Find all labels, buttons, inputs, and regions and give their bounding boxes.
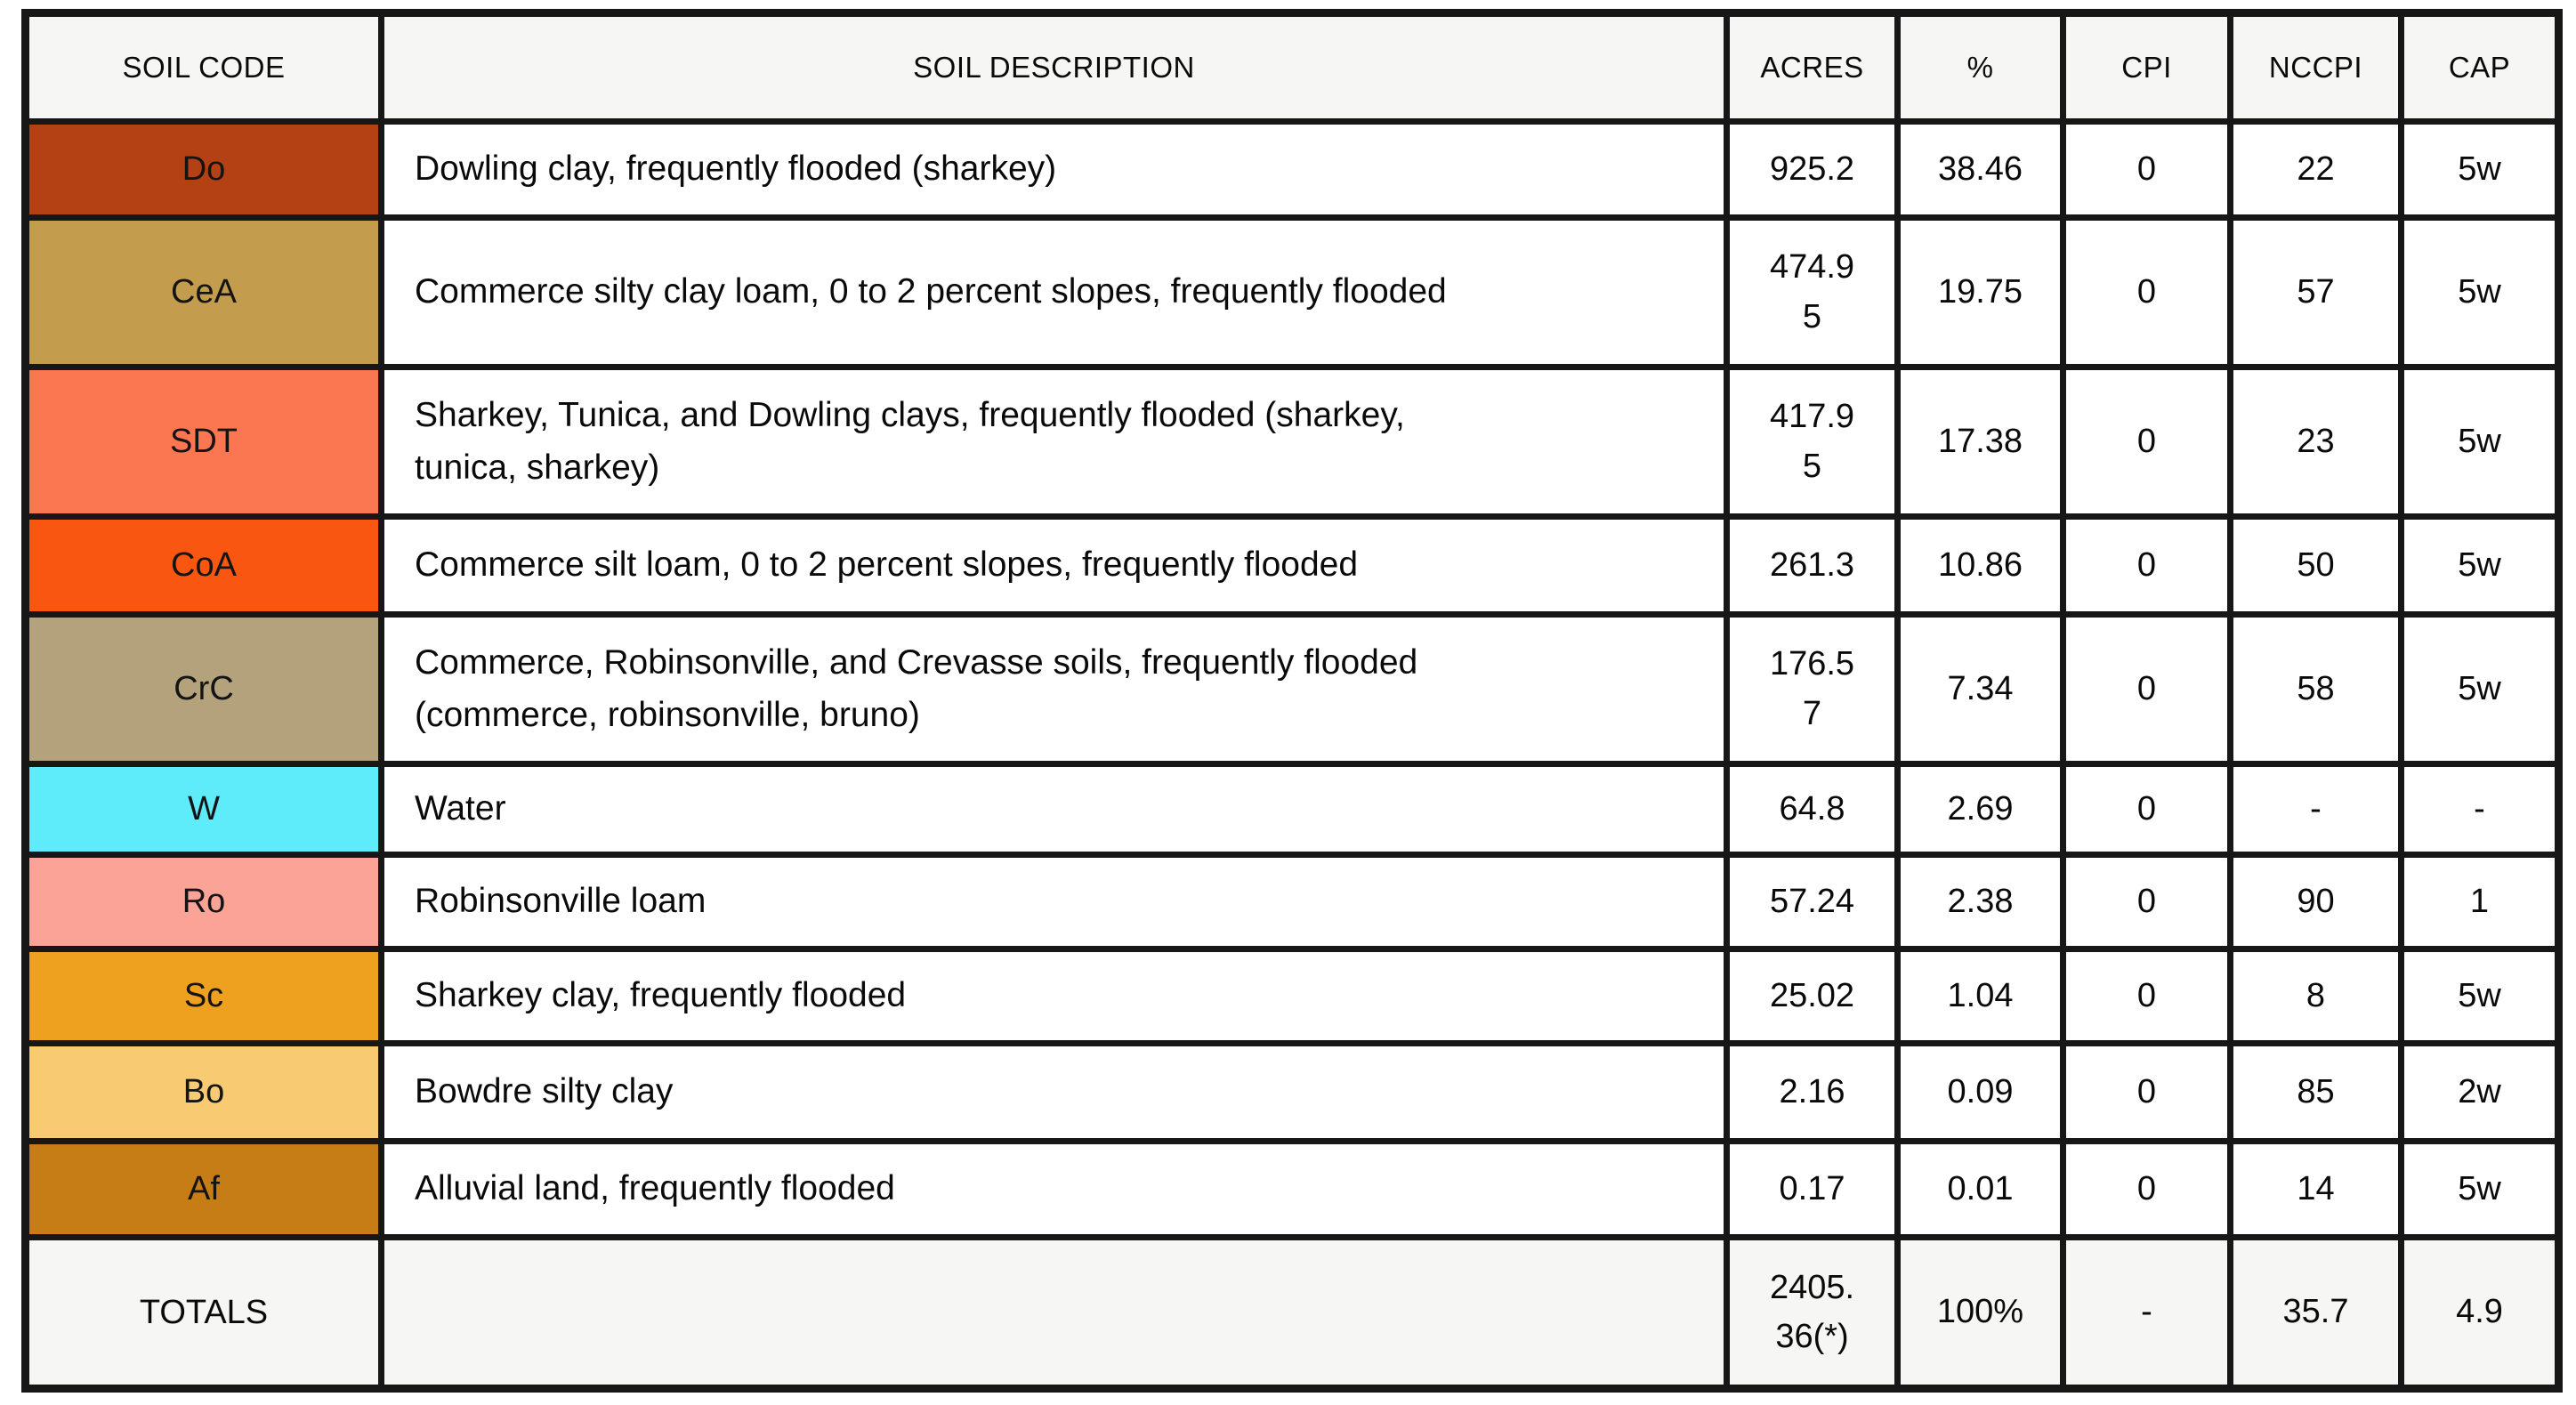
soil-description-cell: Robinsonville loam — [378, 852, 1730, 952]
pct-cell: 2.69 — [1894, 761, 2066, 858]
cpi-cell: 0 — [2060, 214, 2233, 370]
cap-cell: 5w — [2398, 118, 2562, 221]
totals-nccpi-cell: 35.7 — [2227, 1234, 2404, 1392]
nccpi-cell: 23 — [2227, 364, 2404, 520]
nccpi-cell: 58 — [2227, 611, 2404, 767]
table-row: W Water 64.8 2.69 0- - — [22, 761, 2562, 858]
soil-code-swatch: Af — [22, 1138, 384, 1240]
cap-cell: 5w — [2398, 364, 2562, 520]
nccpi-cell: 85 — [2227, 1040, 2404, 1144]
nccpi-cell: 57 — [2227, 214, 2404, 370]
column-header-nccpi: NCCPI — [2227, 10, 2404, 125]
acres-cell: 0.17 — [1724, 1138, 1901, 1240]
table-row: Ro Robinsonville loam 57.24 2.38 0 90 1 — [22, 852, 2562, 952]
cap-cell: 5w — [2398, 214, 2562, 370]
table-row: Af Alluvial land, frequently flooded 0.17 0… — [22, 1138, 2562, 1240]
cap-cell: 2w — [2398, 1040, 2562, 1144]
table-row: Do Dowling clay, frequently flooded (shar… — [22, 118, 2562, 221]
soil-code-swatch: SDT — [22, 364, 384, 520]
pct-cell: 0.01 — [1894, 1138, 2066, 1240]
totals-description-cell — [378, 1234, 1730, 1392]
column-header-cap: CAP — [2398, 10, 2562, 125]
soil-description-cell: Commerce silt loam, 0 to 2 percent slope… — [378, 513, 1730, 618]
soil-description-cell: Dowling clay, frequently flooded (sharke… — [378, 118, 1730, 221]
cpi-cell: 0 — [2060, 611, 2233, 767]
nccpi-cell: 8 — [2227, 946, 2404, 1046]
cpi-cell: 0 — [2060, 118, 2233, 221]
pct-cell: 17.38 — [1894, 364, 2066, 520]
cap-cell: 1 — [2398, 852, 2562, 952]
nccpi-cell: 14 — [2227, 1138, 2404, 1240]
soil-code-swatch: CeA — [22, 214, 384, 370]
cpi-cell: 0 — [2060, 946, 2233, 1046]
column-header-pct: % — [1894, 10, 2066, 125]
soil-code-swatch: W — [22, 761, 384, 858]
table-row: Bo Bowdre silty clay 2.16 0.09 0 85 2w — [22, 1040, 2562, 1144]
cpi-cell: 0 — [2060, 1138, 2233, 1240]
table-row: CrC Commerce, Robinsonville, and Crevasse… — [22, 611, 2562, 767]
pct-cell: 7.34 — [1894, 611, 2066, 767]
table-body: Do Dowling clay, frequently flooded (shar… — [22, 118, 2562, 1392]
soil-code-swatch: CoA — [22, 513, 384, 618]
soil-description-cell: Alluvial land, frequently flooded — [378, 1138, 1730, 1240]
pct-cell: 10.86 — [1894, 513, 2066, 618]
soil-code-swatch: Ro — [22, 852, 384, 952]
soil-description-cell: Commerce, Robinsonville, and Crevasse so… — [378, 611, 1730, 767]
cpi-cell: 0 — [2060, 513, 2233, 618]
totals-label: TOTALS — [22, 1234, 384, 1392]
acres-cell: 57.24 — [1724, 852, 1901, 952]
column-header-acres: ACRES — [1724, 10, 1901, 125]
cpi-cell: 0 — [2060, 1040, 2233, 1144]
totals-acres-cell: 2405. 36(*) — [1724, 1234, 1901, 1392]
soil-code-swatch: Sc — [22, 946, 384, 1046]
table-row: CeA Commerce silty clay loam, 0 to 2 perc… — [22, 214, 2562, 370]
table-row: SDT Sharkey, Tunica, and Dowling clays, f… — [22, 364, 2562, 520]
soil-code-swatch: CrC — [22, 611, 384, 767]
cpi-cell: 0 — [2060, 852, 2233, 952]
soil-table: SOIL CODE SOIL DESCRIPTION ACRES% CPI NCCPI C… — [21, 9, 2563, 1393]
cap-cell: 5w — [2398, 611, 2562, 767]
column-header-description: SOIL DESCRIPTION — [378, 10, 1730, 125]
column-header-cpi: CPI — [2060, 10, 2233, 125]
soil-description-cell: Sharkey, Tunica, and Dowling clays, freq… — [378, 364, 1730, 520]
cpi-cell: 0 — [2060, 761, 2233, 858]
soil-description-cell: Bowdre silty clay — [378, 1040, 1730, 1144]
nccpi-cell: 22 — [2227, 118, 2404, 221]
totals-row: TOTALS 2405. 36(*) 100% -35.7 4.9 — [22, 1234, 2562, 1392]
acres-cell: 261.3 — [1724, 513, 1901, 618]
soil-description-cell: Sharkey clay, frequently flooded — [378, 946, 1730, 1046]
acres-cell: 925.2 — [1724, 118, 1901, 221]
cap-cell: - — [2398, 761, 2562, 858]
soil-description-cell: Water — [378, 761, 1730, 858]
acres-cell: 176.5 7 — [1724, 611, 1901, 767]
acres-cell: 64.8 — [1724, 761, 1901, 858]
nccpi-cell: - — [2227, 761, 2404, 858]
cpi-cell: 0 — [2060, 364, 2233, 520]
pct-cell: 2.38 — [1894, 852, 2066, 952]
cap-cell: 5w — [2398, 513, 2562, 618]
totals-cpi-cell: - — [2060, 1234, 2233, 1392]
column-header-code: SOIL CODE — [22, 10, 384, 125]
header-row: SOIL CODE SOIL DESCRIPTION ACRES% CPI NCCPI C… — [22, 10, 2562, 125]
nccpi-cell: 50 — [2227, 513, 2404, 618]
soil-description-cell: Commerce silty clay loam, 0 to 2 percent… — [378, 214, 1730, 370]
totals-cap-cell: 4.9 — [2398, 1234, 2562, 1392]
pct-cell: 0.09 — [1894, 1040, 2066, 1144]
pct-cell: 38.46 — [1894, 118, 2066, 221]
acres-cell: 474.9 5 — [1724, 214, 1901, 370]
pct-cell: 19.75 — [1894, 214, 2066, 370]
table-row: CoA Commerce silt loam, 0 to 2 percent sl… — [22, 513, 2562, 618]
acres-cell: 25.02 — [1724, 946, 1901, 1046]
table-row: Sc Sharkey clay, frequently flooded 25.02 1… — [22, 946, 2562, 1046]
acres-cell: 417.9 5 — [1724, 364, 1901, 520]
pct-cell: 1.04 — [1894, 946, 2066, 1046]
cap-cell: 5w — [2398, 946, 2562, 1046]
nccpi-cell: 90 — [2227, 852, 2404, 952]
acres-cell: 2.16 — [1724, 1040, 1901, 1144]
soil-code-swatch: Do — [22, 118, 384, 221]
soil-code-swatch: Bo — [22, 1040, 384, 1144]
totals-pct-cell: 100% — [1894, 1234, 2066, 1392]
cap-cell: 5w — [2398, 1138, 2562, 1240]
